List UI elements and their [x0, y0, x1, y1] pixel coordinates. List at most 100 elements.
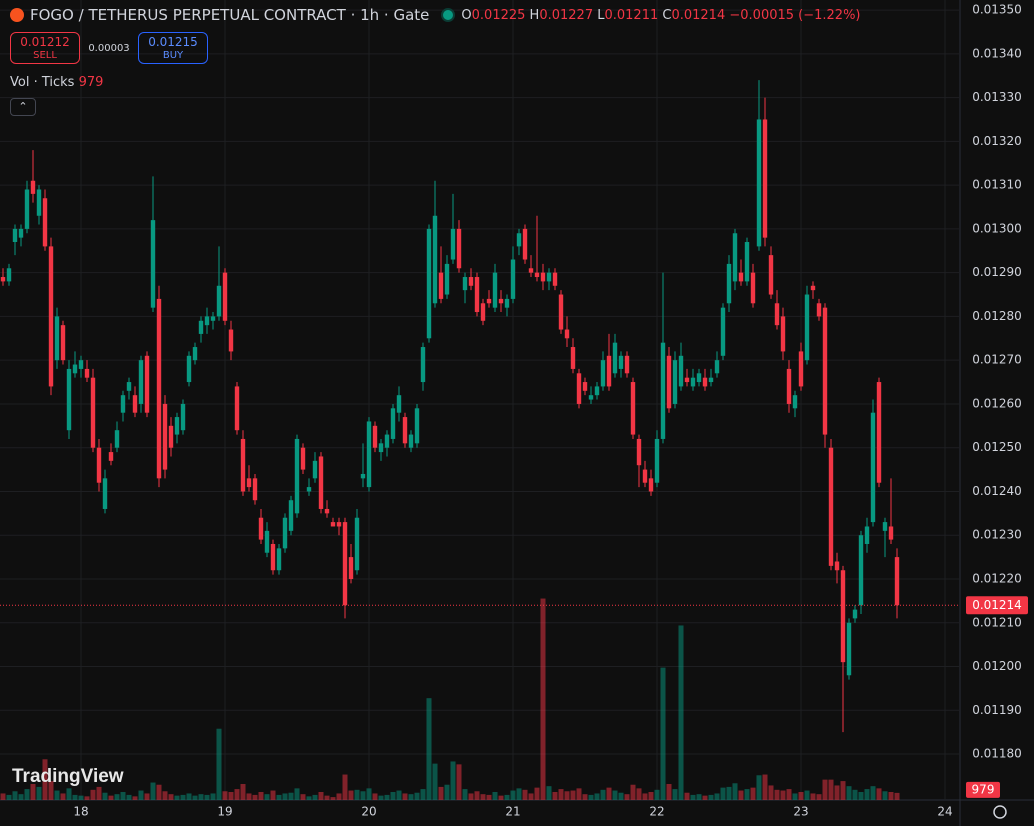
volume-bar	[318, 792, 324, 800]
candle-body	[894, 557, 900, 606]
candle-body	[408, 434, 414, 448]
candle-body	[654, 438, 660, 483]
volume-bar	[624, 794, 630, 800]
volume-bar	[504, 794, 510, 800]
candle-body	[570, 347, 576, 369]
candle-body	[18, 228, 24, 238]
candle-body	[588, 395, 594, 400]
buy-button[interactable]: 0.01215 BUY	[138, 32, 208, 64]
volume-pane	[0, 598, 900, 800]
volume-bar	[882, 791, 888, 800]
candle-body	[168, 425, 174, 448]
high-value: 0.01227	[539, 7, 594, 23]
candle-body	[696, 373, 702, 383]
y-tick-label: 0.01320	[972, 134, 1022, 148]
candle-body	[690, 377, 696, 387]
trade-panel: 0.01212 SELL 0.00003 0.01215 BUY	[10, 32, 208, 64]
candle-body	[828, 447, 834, 566]
volume-bar	[450, 761, 456, 800]
candle-body	[642, 469, 648, 483]
candle-body	[768, 255, 774, 295]
candle-body	[390, 408, 396, 439]
grid	[0, 0, 960, 800]
volume-bar	[294, 788, 300, 800]
low-label: L	[597, 7, 605, 23]
y-tick-label: 0.01280	[972, 309, 1022, 323]
volume-bar	[240, 784, 246, 800]
sell-button[interactable]: 0.01212 SELL	[10, 32, 80, 64]
volume-bar	[696, 794, 702, 800]
candle-body	[426, 228, 432, 339]
x-tick-label: 24	[937, 805, 952, 819]
candle-body	[852, 609, 858, 619]
volume-bar	[858, 792, 864, 800]
volume-bar	[588, 794, 594, 800]
settings-icon[interactable]	[993, 805, 1007, 819]
candle-body	[144, 355, 150, 413]
candle-body	[54, 316, 60, 361]
candle-body	[822, 307, 828, 435]
volume-bar	[252, 794, 258, 800]
candle-body	[108, 452, 114, 461]
open-value: 0.01225	[471, 7, 526, 23]
low-value: 0.01211	[604, 7, 659, 23]
volume-bar	[738, 790, 744, 800]
candle-body	[450, 228, 456, 260]
candle-body	[834, 561, 840, 571]
volume-bar	[174, 795, 180, 800]
candle-body	[192, 347, 198, 361]
candle-body	[762, 119, 768, 238]
x-tick-label: 22	[649, 805, 664, 819]
candle-body	[126, 382, 132, 391]
candle-body	[564, 329, 570, 339]
candle-body	[360, 473, 366, 479]
volume-bar	[468, 793, 474, 800]
volume-bar	[690, 794, 696, 800]
volume-bar	[486, 794, 492, 800]
volume-bar	[360, 791, 366, 800]
volume-bar	[558, 789, 564, 800]
candle-body	[840, 570, 846, 663]
volume-bar	[84, 796, 90, 800]
candle-body	[552, 272, 558, 286]
axes: 0.01180 0.01190 0.01200 0.01210 0.01220 0.012…	[73, 3, 1028, 819]
volume-bar	[762, 774, 768, 800]
title[interactable]: FOGO / TETHERUS PERPETUAL CONTRACT · 1h …	[30, 6, 430, 24]
volume-bar	[12, 791, 18, 800]
candle-body	[468, 277, 474, 286]
candle-body	[492, 272, 498, 308]
collapse-button[interactable]: ⌃	[10, 98, 36, 116]
volume-bar	[228, 792, 234, 800]
buy-label: BUY	[162, 50, 184, 61]
x-tick-label: 19	[217, 805, 232, 819]
candle-body	[246, 478, 252, 488]
candle-body	[624, 355, 630, 374]
volume-bar	[66, 788, 72, 800]
x-tick-label: 18	[73, 805, 88, 819]
header: FOGO / TETHERUS PERPETUAL CONTRACT · 1h …	[10, 6, 861, 24]
candle-body	[558, 294, 564, 330]
candle-body	[84, 368, 90, 378]
candle-body	[516, 233, 522, 247]
candle-body	[330, 522, 336, 527]
volume-bar	[672, 789, 678, 800]
candle-body	[300, 447, 306, 470]
volume-bar	[606, 787, 612, 800]
volume-bar	[708, 794, 714, 800]
candle-body	[582, 382, 588, 391]
candle-body	[420, 347, 426, 383]
candle-body	[612, 342, 618, 374]
candle-body	[132, 395, 138, 413]
volume-bar	[822, 779, 828, 800]
candle-body	[252, 478, 258, 501]
candle-body	[336, 522, 342, 527]
y-tick-label: 0.01270	[972, 353, 1022, 367]
y-tick-label: 0.01310	[972, 178, 1022, 192]
candle-body	[342, 522, 348, 606]
candle-body	[738, 272, 744, 282]
volume-bar	[510, 790, 516, 800]
volume-bar	[306, 796, 312, 800]
